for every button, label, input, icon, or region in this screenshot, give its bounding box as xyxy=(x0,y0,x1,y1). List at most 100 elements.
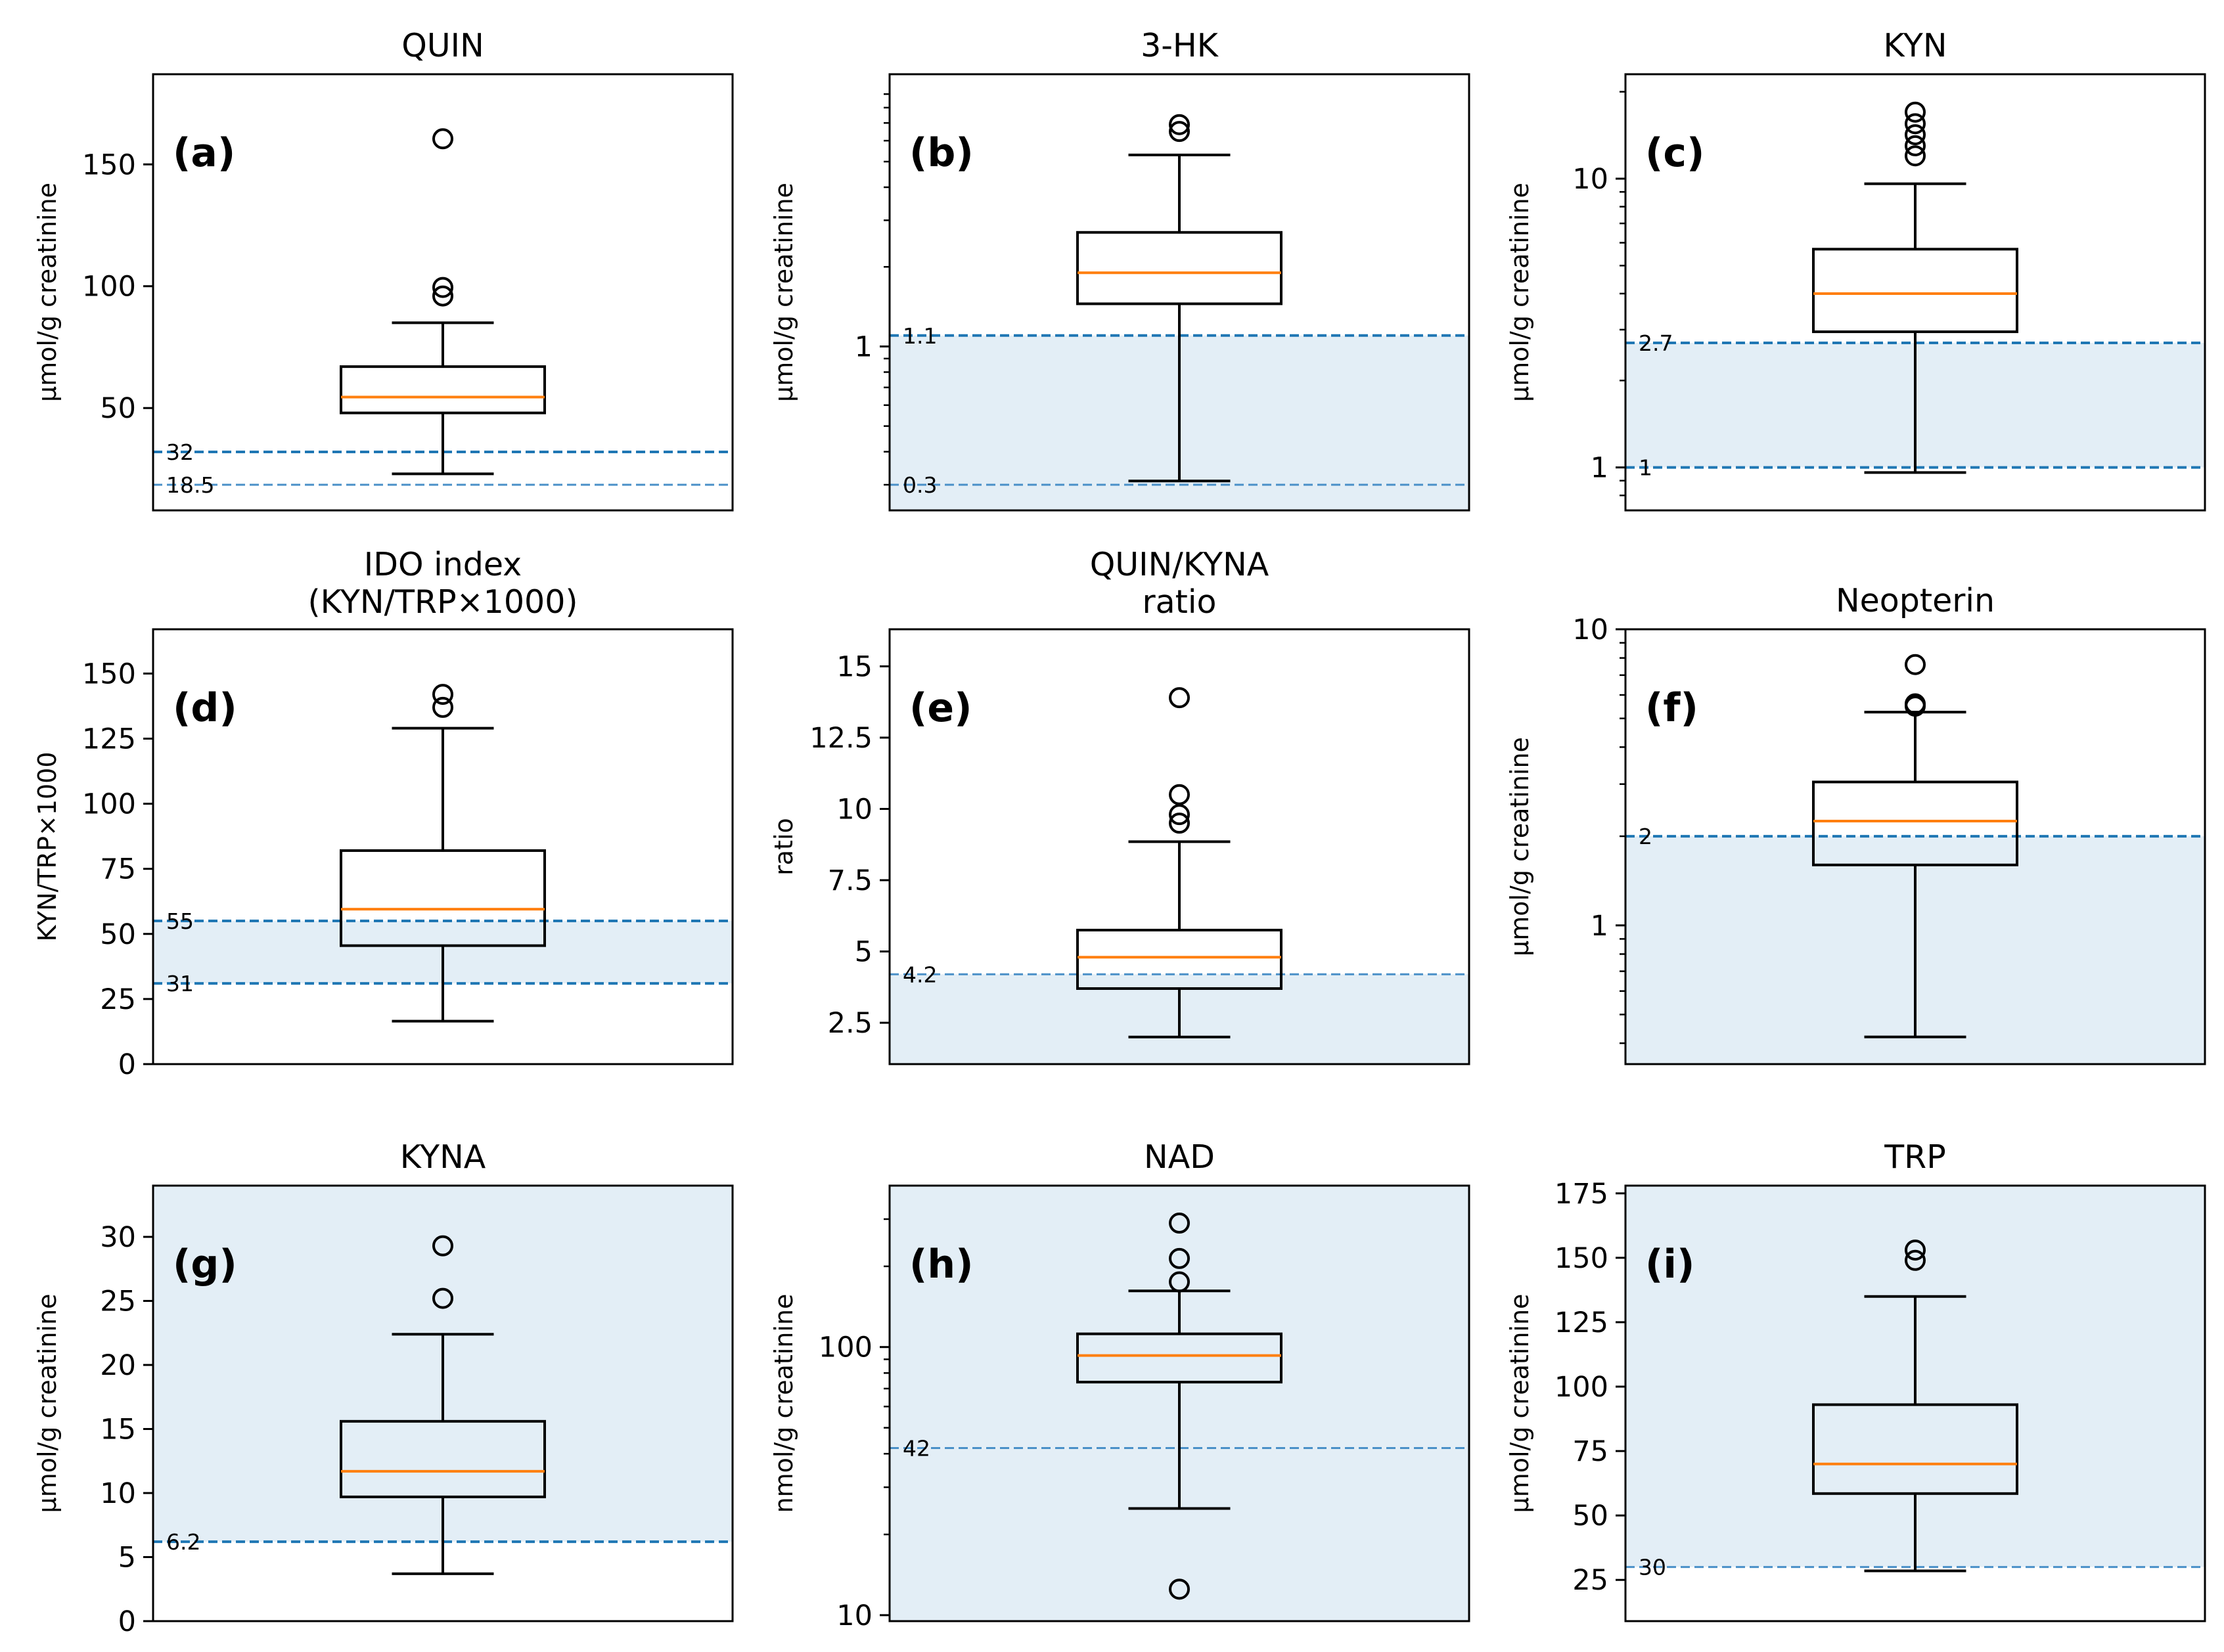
y-tick-label: 175 xyxy=(1555,1178,1608,1211)
outlier-point xyxy=(1905,101,1926,123)
panel-letter: (b) xyxy=(909,130,974,176)
outlier-point xyxy=(1905,145,1926,167)
y-tick-label: 150 xyxy=(82,148,136,181)
chart-title: QUIN xyxy=(401,27,484,64)
y-tick-label: 150 xyxy=(82,658,136,690)
y-tick-label: 100 xyxy=(82,788,136,821)
reference-label: 32 xyxy=(166,439,194,465)
outlier-point xyxy=(1169,114,1190,135)
reference-label: 42 xyxy=(903,1436,930,1462)
chart-title: KYN xyxy=(1884,27,1947,64)
outlier-point xyxy=(1169,813,1190,834)
panel-letter: (h) xyxy=(909,1241,974,1287)
reference-label: 55 xyxy=(166,908,194,934)
y-axis-label: KYN/TRP×1000 xyxy=(33,751,62,941)
panel-letter: (a) xyxy=(173,130,235,176)
y-axis-label: µmol/g creatinine xyxy=(769,183,798,402)
y-axis-label: µmol/g creatinine xyxy=(33,1294,62,1513)
outlier-point xyxy=(432,696,453,718)
outlier-point xyxy=(1169,687,1190,709)
y-tick-label: 100 xyxy=(82,271,136,303)
outlier-point xyxy=(432,684,453,705)
y-tick-label: 7.5 xyxy=(828,864,873,897)
y-tick-label: 15 xyxy=(100,1414,136,1446)
y-tick-label: 125 xyxy=(1555,1306,1608,1339)
chart-panel-i: 30 25 50 75 100 125 150 175 (i) TRP µmol/g creatin… xyxy=(1505,1138,2206,1622)
outlier-point xyxy=(432,277,453,298)
outlier-point xyxy=(1905,113,1926,135)
y-tick-label: 150 xyxy=(1555,1242,1608,1275)
iqr-box xyxy=(340,365,546,414)
panel-letter: (i) xyxy=(1645,1241,1694,1287)
outlier-point xyxy=(1169,121,1190,143)
y-tick-label: 50 xyxy=(100,392,136,425)
panel-letter: (d) xyxy=(173,685,237,731)
iqr-box xyxy=(1812,248,2018,334)
plot-frame xyxy=(1624,73,2206,512)
y-tick-label: 125 xyxy=(82,723,136,755)
y-tick-label: 50 xyxy=(1572,1500,1608,1532)
y-axis-label: nmol/g creatinine xyxy=(769,1294,798,1513)
y-tick-label: 1 xyxy=(1591,910,1608,943)
reference-label: 1 xyxy=(1639,455,1652,481)
outlier-point xyxy=(1905,135,1926,156)
plot-frame xyxy=(888,628,1470,1065)
iqr-box xyxy=(1076,231,1282,305)
y-tick-label: 12.5 xyxy=(809,722,873,755)
chart-title: IDO index xyxy=(364,546,522,583)
y-axis-label: ratio xyxy=(769,818,798,876)
y-tick-label: 75 xyxy=(1572,1435,1608,1468)
chart-panel-a: 32 18.5 50 100 150 (a) QUIN µmol/g creatinine xyxy=(33,27,734,512)
iqr-box xyxy=(340,1419,546,1498)
iqr-box xyxy=(1076,928,1282,990)
y-tick-label: 10 xyxy=(836,793,873,826)
y-axis-label: µmol/g creatinine xyxy=(1505,183,1534,402)
reference-label: 4.2 xyxy=(903,962,937,987)
outlier-point xyxy=(1169,804,1190,826)
outlier-point xyxy=(1169,784,1190,805)
panel-letter: (f) xyxy=(1645,685,1698,731)
y-tick-label: 10 xyxy=(1572,614,1608,646)
y-tick-label: 1 xyxy=(1591,452,1608,485)
y-tick-label: 0 xyxy=(118,1605,136,1638)
chart-title: KYNA xyxy=(400,1138,486,1176)
outlier-point xyxy=(1905,124,1926,146)
reference-label: 2 xyxy=(1639,824,1652,849)
y-tick-label: 100 xyxy=(819,1331,873,1364)
y-axis-label: µmol/g creatinine xyxy=(1505,1294,1534,1513)
chart-title: ratio xyxy=(1143,583,1217,621)
plot-frame xyxy=(152,628,734,1065)
y-tick-label: 50 xyxy=(100,918,136,951)
reference-label: 1.1 xyxy=(903,323,937,349)
outlier-point xyxy=(432,128,453,150)
plot-frame xyxy=(888,1184,1470,1622)
y-tick-label: 10 xyxy=(1572,163,1608,196)
chart-panel-c: 2.7 1 1 10 (c) KYN µmol/g creatinine xyxy=(1505,27,2206,512)
outlier-point xyxy=(1169,1578,1190,1600)
iqr-box xyxy=(1076,1332,1282,1384)
reference-label: 2.7 xyxy=(1639,330,1673,356)
chart-title: Neopterin xyxy=(1836,582,1995,619)
outlier-point xyxy=(1905,654,1926,675)
outlier-point xyxy=(1169,1271,1190,1293)
y-axis-label: µmol/g creatinine xyxy=(33,183,62,402)
y-tick-label: 25 xyxy=(100,1285,136,1318)
outlier-point xyxy=(1169,1247,1190,1269)
chart-panel-h: 42 10 100 (h) NAD nmol/g creatinine xyxy=(769,1138,1470,1632)
reference-label: 6.2 xyxy=(166,1529,200,1555)
chart-panel-d: 55 31 0 25 50 75 100 125 150 (d) IDO index(KYN/TRP… xyxy=(33,546,734,1081)
y-tick-label: 5 xyxy=(118,1542,136,1574)
outlier-point xyxy=(432,1235,453,1257)
plot-frame xyxy=(888,73,1470,512)
plot-frame xyxy=(152,73,734,512)
y-tick-label: 10 xyxy=(100,1477,136,1510)
plot-frame xyxy=(1624,628,2206,1065)
y-tick-label: 100 xyxy=(1555,1371,1608,1404)
y-tick-label: 30 xyxy=(100,1221,136,1254)
panel-letter: (g) xyxy=(173,1241,237,1287)
y-tick-label: 10 xyxy=(836,1599,873,1632)
chart-title: TRP xyxy=(1884,1138,1946,1176)
panel-letter: (c) xyxy=(1645,130,1704,176)
